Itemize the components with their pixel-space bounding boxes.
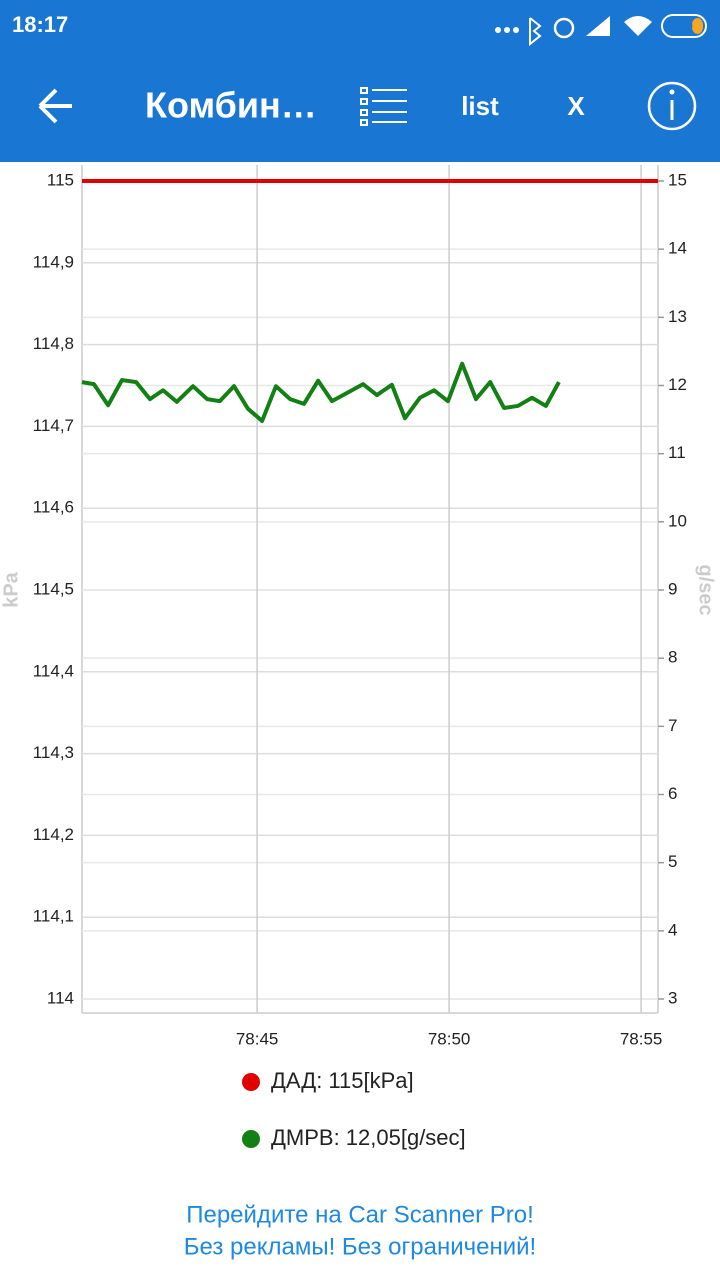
legend-label: ДАД: 115[kPa]	[271, 1068, 414, 1093]
y-tick-label: 114,7	[33, 416, 74, 435]
y-tick-label: 114	[47, 988, 74, 1007]
y2-tick-label: 4	[668, 920, 677, 939]
legend-marker	[242, 1073, 260, 1091]
y-tick-label: 114,8	[33, 334, 74, 353]
y2-tick-label: 15	[668, 170, 687, 189]
y-tick-label: 114,5	[33, 579, 74, 598]
legend-marker	[242, 1130, 260, 1148]
promo-line[interactable]: Перейдите на Car Scanner Pro!	[186, 1201, 534, 1228]
chart: 114114,1114,2114,3114,4114,5114,6114,711…	[0, 165, 717, 1150]
series-line	[81, 361, 561, 423]
y-tick-label: 115	[47, 170, 74, 189]
y2-tick-label: 12	[668, 375, 687, 394]
legend-label: ДМРВ: 12,05[g/sec]	[271, 1125, 466, 1150]
y-tick-label: 114,2	[33, 825, 74, 844]
x-tick-label: 78:55	[620, 1029, 663, 1048]
y2-tick-label: 6	[668, 784, 677, 803]
close-button[interactable]: X	[567, 91, 585, 121]
y-tick-label: 114,9	[33, 252, 74, 271]
x-tick-label: 78:45	[236, 1029, 279, 1048]
list-icon[interactable]	[360, 87, 407, 126]
status-time: 18:17	[12, 12, 68, 37]
y2-tick-label: 10	[668, 511, 687, 530]
y-tick-label: 114,6	[33, 498, 74, 517]
y2-tick-label: 3	[668, 988, 677, 1007]
list-button[interactable]: list	[461, 91, 499, 121]
status-icons	[495, 14, 707, 47]
app-title: Комбин…	[145, 85, 317, 126]
y-tick-label: 114,3	[33, 743, 74, 762]
y2-tick-label: 13	[668, 307, 687, 326]
y2-axis-label: g/sec	[695, 564, 717, 615]
y2-tick-label: 5	[668, 852, 677, 871]
y2-tick-label: 9	[668, 579, 677, 598]
y2-tick-label: 14	[668, 239, 687, 258]
y2-tick-label: 8	[668, 648, 677, 667]
y-tick-label: 114,4	[33, 661, 74, 680]
promo-line[interactable]: Без рекламы! Без ограничений!	[184, 1233, 536, 1260]
battery-level: 35	[675, 17, 693, 34]
back-button[interactable]	[38, 88, 72, 124]
info-button[interactable]	[647, 81, 697, 131]
x-tick-label: 78:50	[428, 1029, 471, 1048]
y2-tick-label: 7	[668, 716, 677, 735]
y-axis-label: kPa	[0, 571, 22, 607]
y2-tick-label: 11	[668, 443, 686, 462]
app-header	[0, 0, 720, 162]
y-tick-label: 114,1	[33, 907, 74, 926]
